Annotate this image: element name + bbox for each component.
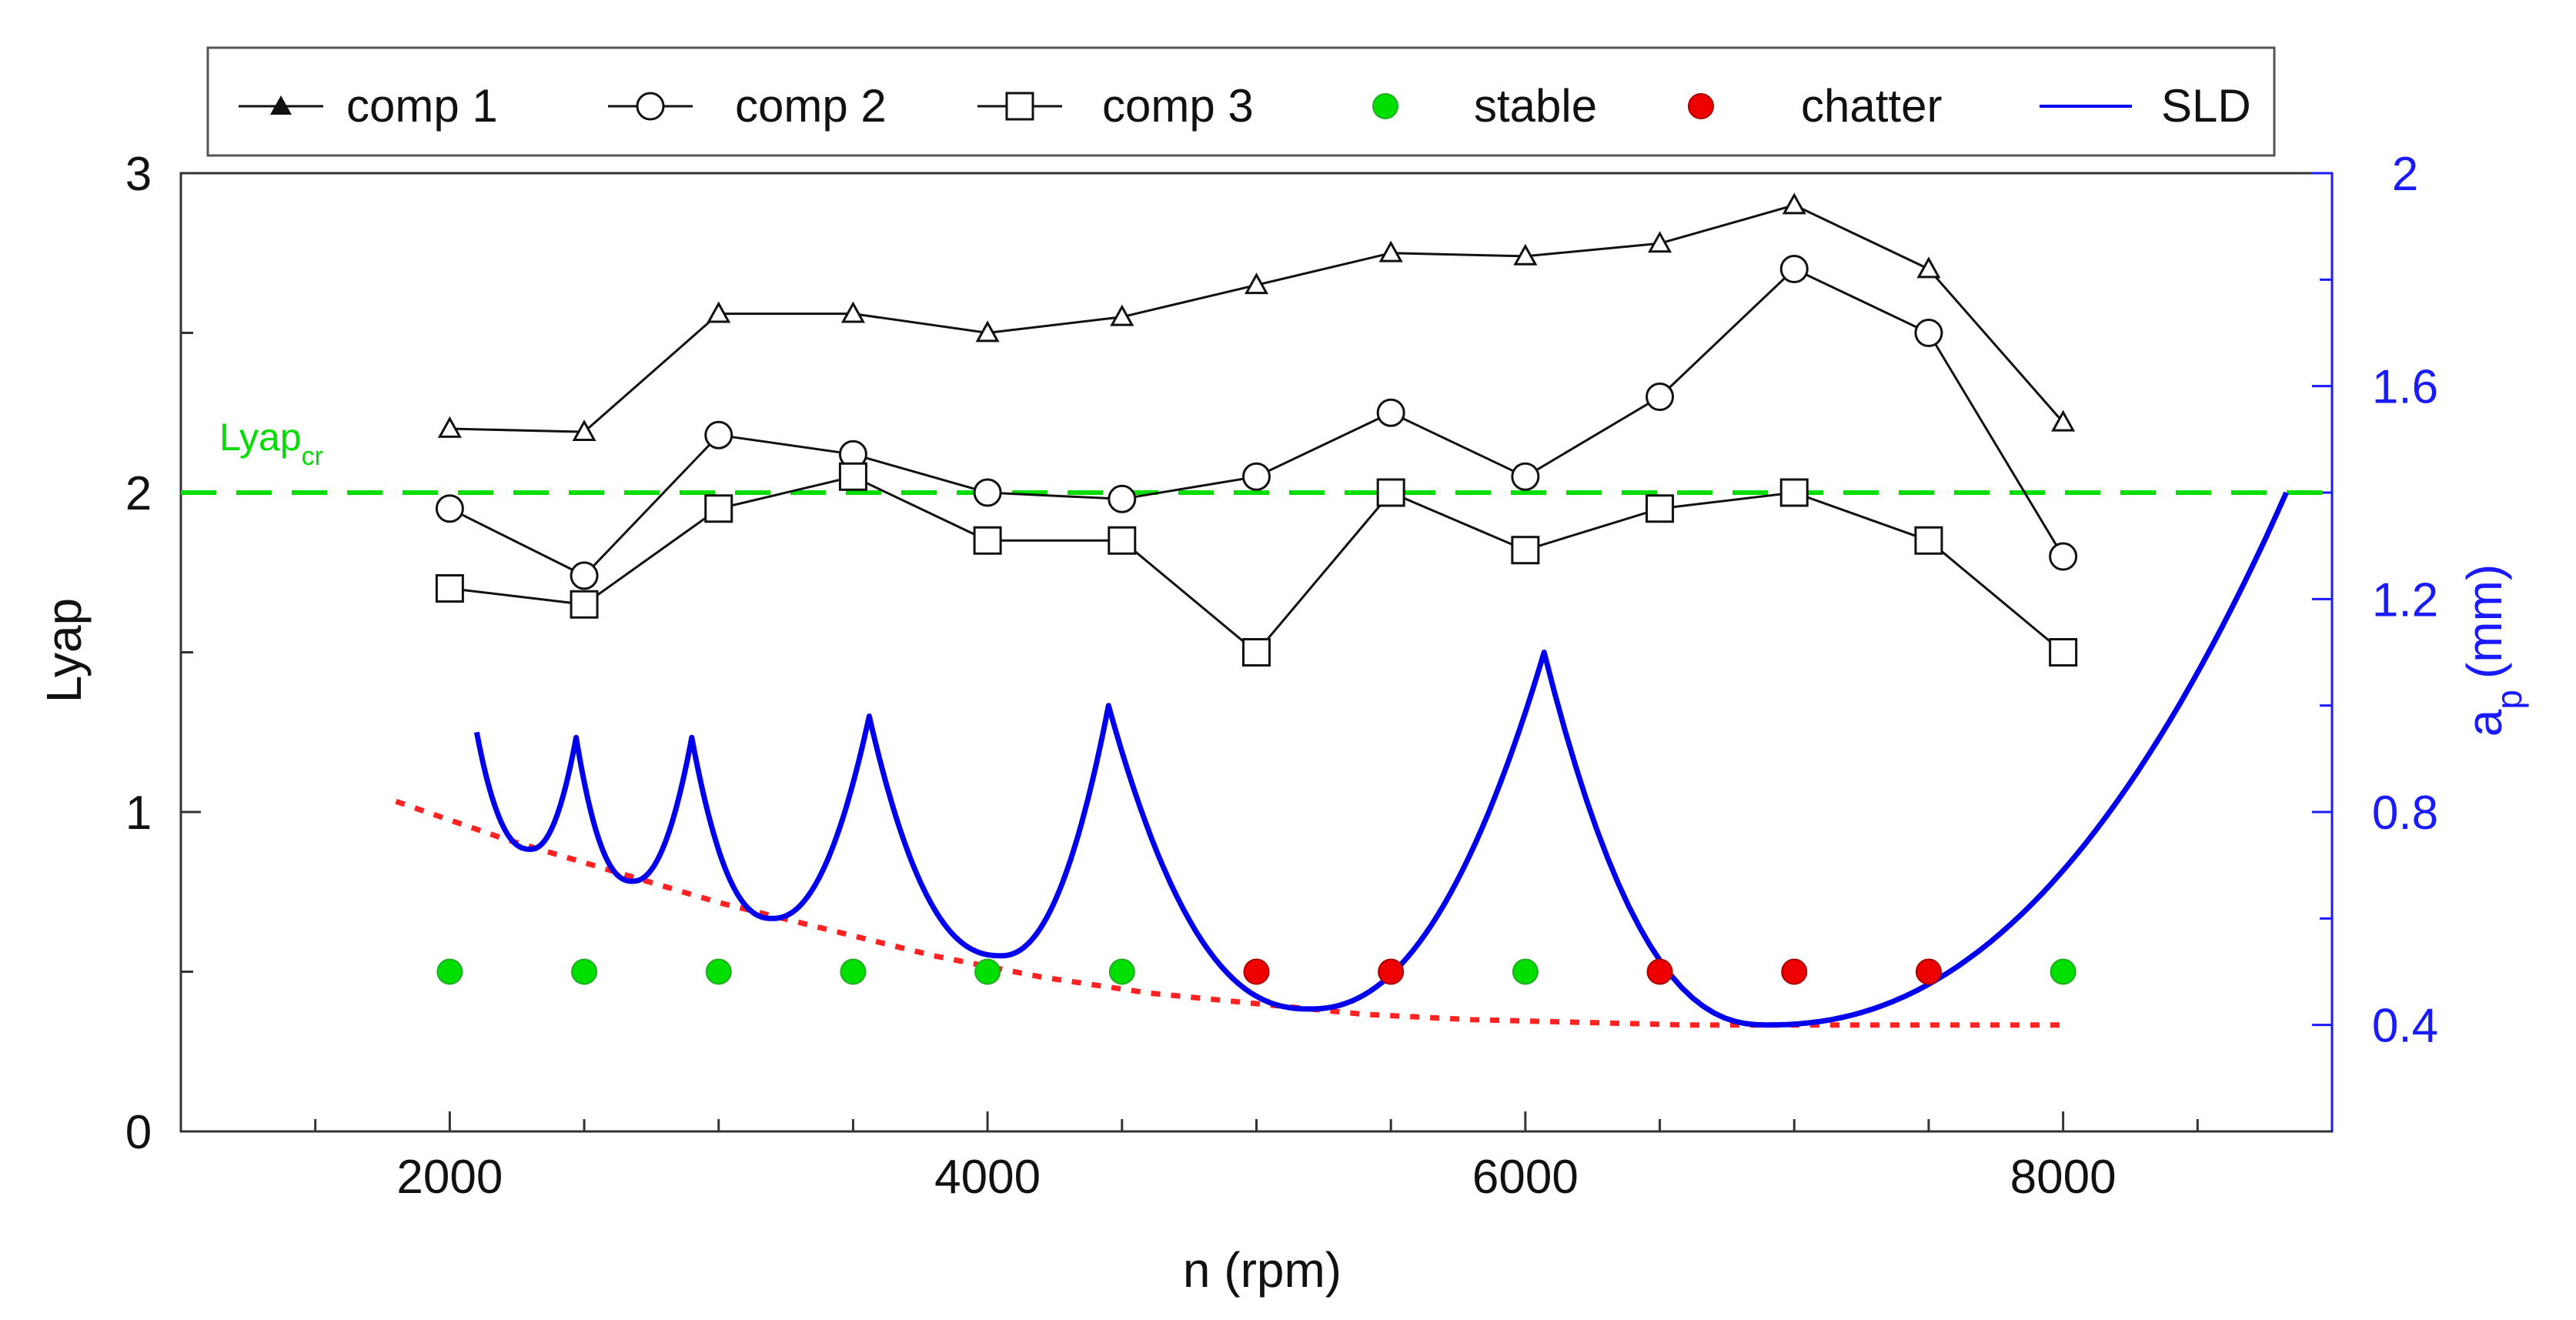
y2-tick-label: 0.8 [2372,787,2438,840]
y2-axis-title-unit: (mm) [2457,564,2512,679]
y2-axis-title: ap (mm) [2457,564,2529,737]
data-point-stable [705,958,732,985]
data-point-stable [436,958,463,985]
data-point-comp-2 [973,478,1002,507]
data-point-comp-1 [1378,240,1403,262]
dotted-curve [395,798,2063,1028]
legend-marker-triangle [270,95,292,115]
data-point-chatter [1243,958,1270,985]
legend-label: comp 3 [1102,80,1254,132]
data-point-comp-1 [1513,243,1538,266]
data-point-stable [840,958,867,985]
data-point-comp-3 [1779,478,1809,507]
x-tick-label: 2000 [396,1151,503,1204]
y2-tick-label: 1.6 [2372,361,2438,414]
y2-tick-label: 1.2 [2372,573,2438,627]
data-point-comp-1 [1244,272,1269,295]
data-point-comp-3 [973,526,1002,555]
y-tick-label: 0 [125,1106,152,1159]
series [181,192,2332,1028]
y2-axis-title-main: a [2457,709,2512,737]
legend-label: stable [1474,80,1597,132]
x-axis-title: n (rpm) [1183,1242,1341,1298]
data-point-comp-1 [975,320,1000,343]
x-tick-label: 4000 [934,1151,1041,1204]
critical-label-main: Lyap [219,416,302,459]
data-point-comp-1 [1782,192,1806,215]
data-point-comp-2 [1645,383,1675,411]
data-point-stable [2050,958,2077,985]
data-point-comp-1 [840,301,865,323]
legend-label: comp 1 [346,80,498,132]
y-axis-title: Lyap [36,598,92,703]
data-point-comp-1 [707,301,731,323]
data-point-comp-2 [1511,462,1540,491]
legend-marker-circle [636,92,665,121]
data-point-comp-1 [1110,304,1134,326]
data-point-chatter [1781,958,1808,985]
data-point-stable [571,958,598,985]
data-point-comp-3 [1511,536,1540,565]
data-point-comp-2 [1242,462,1271,491]
data-point-stable [1512,958,1539,985]
data-point-comp-3 [1242,638,1271,667]
critical-label-sub: cr [302,442,323,471]
axes: 2000 4000 6000 8000 0 1 2 3 0.4 0.8 1.2 1.6 2 [125,148,2438,1204]
legend-marker-chatter [1688,93,1714,119]
data-point-comp-3 [704,494,733,523]
y-tick-label: 1 [125,787,152,840]
x-tick-label: 6000 [1472,1151,1579,1204]
data-point-comp-3 [1108,526,1137,555]
data-point-comp-3 [570,590,599,619]
y-tick-label: 2 [125,467,152,520]
data-point-comp-3 [838,462,867,491]
legend: comp 1 comp 2 comp 3 stable chatter SLD [206,46,2276,157]
legend-label: chatter [1801,80,1942,132]
data-point-comp-2 [435,494,464,523]
sld-curve [473,491,2289,1028]
legend-frame [206,46,2276,157]
data-point-comp-2 [1779,255,1809,283]
data-point-comp-3 [1914,526,1943,555]
legend-label: comp 2 [735,80,887,132]
y2-axis-title-sub: p [2489,690,2529,710]
legend-label: SLD [2161,80,2251,132]
data-point-comp-2 [1914,319,1943,347]
legend-marker-square [1005,92,1034,121]
data-point-comp-3 [435,574,464,603]
data-point-comp-3 [1645,494,1675,523]
data-point-comp-1 [2051,409,2076,432]
data-point-comp-1 [437,416,462,438]
critical-label: Lyapcr [219,416,323,471]
x-tick-label: 8000 [2010,1151,2117,1204]
data-point-stable [1108,958,1135,985]
y2-tick-label: 0.4 [2372,1000,2438,1053]
data-point-comp-3 [2049,638,2078,667]
data-point-comp-2 [2049,542,2078,571]
data-point-comp-3 [1376,478,1405,507]
data-point-stable [974,958,1001,985]
y2-tick-label: 2 [2392,148,2418,201]
data-point-comp-2 [1376,398,1405,427]
data-point-chatter [1378,958,1405,985]
data-point-chatter [1915,958,1942,985]
data-point-comp-2 [570,561,599,590]
data-point-comp-2 [704,420,733,449]
data-point-comp-2 [1108,484,1137,513]
data-point-comp-1 [1916,256,1941,279]
legend-marker-stable [1372,93,1398,119]
data-point-chatter [1646,958,1673,985]
data-point-comp-1 [572,419,596,442]
data-point-comp-1 [1648,231,1672,253]
y-tick-label: 3 [125,148,152,201]
